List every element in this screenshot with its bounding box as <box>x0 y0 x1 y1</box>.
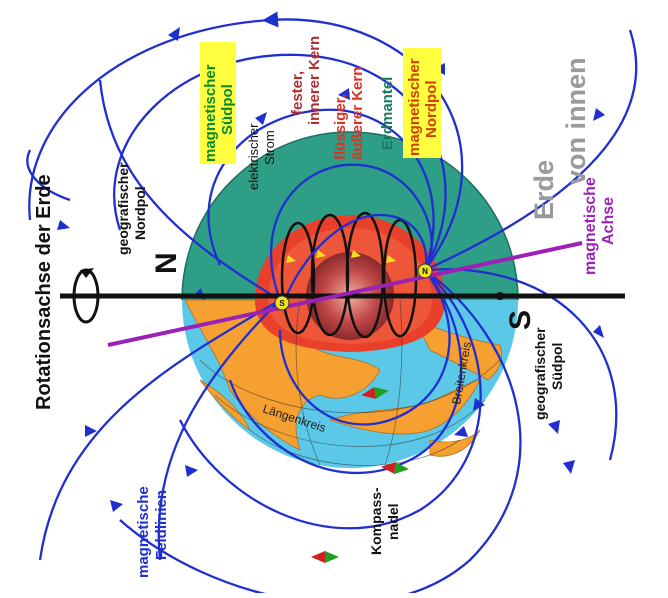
mag-south-label-1: magnetischer <box>202 64 219 162</box>
mantle-label: Erdmantel <box>379 77 396 150</box>
magnetic-axis <box>107 241 583 347</box>
compass-label-2: nadel <box>385 503 401 540</box>
mag-axis-label-2: Achse <box>600 197 617 245</box>
field-lines <box>26 11 638 598</box>
current-label-2: Strom <box>262 130 277 165</box>
south-letter: S <box>504 310 537 330</box>
geo-south-label-1: geografischer <box>532 327 548 420</box>
current-label-1: elektrischer <box>246 123 261 190</box>
inner-core-label-2: innerer Kern <box>306 36 323 125</box>
outer-core-label-1: flüssiger, <box>332 94 349 160</box>
mag-north-label-box <box>403 48 441 158</box>
mag-axis-label-1: magnetische <box>582 177 599 275</box>
mag-north-label-2: Nordpol <box>423 81 440 139</box>
compass-needles <box>311 387 409 563</box>
mag-south-marker-label: S <box>279 299 285 308</box>
mag-north-label-1: magnetischer <box>406 58 423 156</box>
title-line2: von innen <box>561 58 591 186</box>
geo-north-label-2: Nordpol <box>132 186 148 240</box>
mag-south-label-box <box>200 42 236 164</box>
rotation-axis-label: Rotationsachse der Erde <box>33 174 55 410</box>
field-lines-label-2: Feldlinien <box>153 490 170 560</box>
rotation-arrow-icon <box>72 268 100 324</box>
geo-north-label-1: geografischer <box>115 162 131 255</box>
title-line1: Erde <box>529 160 559 220</box>
current-arrows <box>286 250 396 263</box>
geo-south-label-2: Südpol <box>549 343 565 390</box>
compass-label-1: Kompass- <box>368 487 384 555</box>
mag-south-pole-marker <box>274 295 290 311</box>
inner-core-label-1: fester, <box>289 71 306 115</box>
mag-north-pole-marker <box>417 263 433 279</box>
grid-lines <box>199 299 501 466</box>
mag-north-marker-label: N <box>422 267 428 276</box>
outer-core-label-2: äußerer Kern <box>349 67 366 160</box>
mag-south-label-2: Südpol <box>219 84 236 135</box>
geo-south-dot <box>496 292 504 300</box>
north-letter: N <box>150 252 183 274</box>
field-lines-label-1: magnetische <box>135 486 152 578</box>
